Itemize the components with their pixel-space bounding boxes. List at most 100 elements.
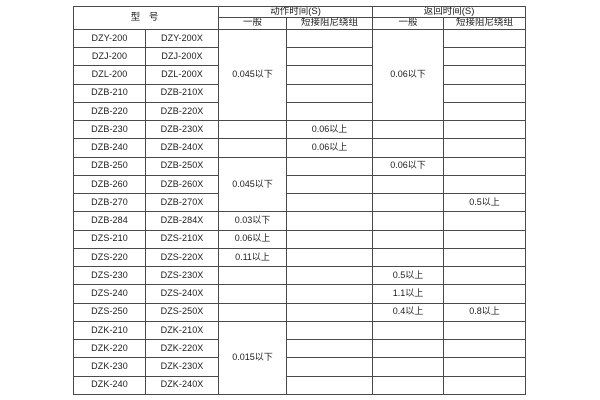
cell-model-variant: DZJ-200X <box>144 47 220 67</box>
cell-return-general <box>372 211 445 231</box>
table-body: DZY-200 DZY-200X 0.045以下 0.06以下 DZJ-200 DZJ-2… <box>73 28 527 396</box>
cell-action-damping <box>286 320 374 341</box>
cell-model: DZS-230 <box>73 266 146 286</box>
cell-return-general <box>372 320 445 341</box>
cell-return-damping <box>443 174 527 195</box>
cell-model: DZS-220 <box>73 247 146 268</box>
cell-action-damping <box>286 375 374 396</box>
table-row: DZY-200 DZY-200X 0.045以下 0.06以下 <box>73 28 527 122</box>
cell-return-damping <box>443 211 527 231</box>
cell-action-general: 0.015以下 <box>218 320 288 396</box>
cell-return-general <box>372 138 445 158</box>
cell-return-general <box>372 174 445 195</box>
cell-return-general <box>372 247 445 268</box>
cell-action-damping <box>286 284 374 304</box>
column-header-return-damping: 短接阻尼绕组 <box>443 17 527 30</box>
cell-return-damping <box>443 229 527 249</box>
header-row-groups: 型 号 动作时间(S) 返回时间(S) <box>72 5 527 30</box>
cell-action-damping <box>286 339 374 359</box>
cell-model-variant: DZK-240X <box>144 375 220 396</box>
cell-model-variant: DZB-284X <box>144 211 220 231</box>
table-row: DZB-270 DZB-270X 0.5以上 <box>73 193 527 213</box>
cell-model-variant: DZB-220X <box>144 101 220 122</box>
cell-model-variant: DZK-220X <box>144 339 220 359</box>
cell-model: DZB-260 <box>73 174 146 195</box>
cell-action-damping <box>286 174 374 195</box>
relay-timing-table: 型 号 动作时间(S) 返回时间(S) 一般 短接阻尼绕组 一般 短接阻尼绕组 … <box>72 5 527 396</box>
table-row: DZL-200 DZL-200X <box>73 65 527 85</box>
cell-model-variant: DZS-210X <box>144 229 220 249</box>
cell-return-general <box>372 339 445 359</box>
table-row: DZS-220 DZS-220X 0.11以上 <box>73 247 527 268</box>
table-row: DZB-284 DZB-284X 0.03以下 <box>73 211 527 231</box>
cell-return-damping <box>443 339 527 359</box>
cell-action-general: 0.11以上 <box>218 247 288 268</box>
cell-action-general: 0.045以下 <box>218 28 288 122</box>
cell-model-variant: DZY-200X <box>144 28 220 49</box>
cell-action-damping <box>286 83 374 103</box>
column-group-header-return-time: 返回时间(S) <box>372 5 527 19</box>
cell-return-general <box>372 120 445 140</box>
cell-action-damping <box>286 47 374 67</box>
cell-return-damping <box>443 138 527 158</box>
cell-return-damping <box>443 247 527 268</box>
table-row: DZK-220 DZK-220X <box>73 339 527 359</box>
table-row: DZB-230 DZB-230X 0.06以上 <box>73 120 527 140</box>
cell-action-general <box>218 120 288 140</box>
cell-model-variant: DZS-240X <box>144 284 220 304</box>
cell-action-damping <box>286 28 374 49</box>
table-row: DZJ-200 DZJ-200X <box>73 47 527 67</box>
cell-model: DZB-210 <box>73 83 146 103</box>
cell-model-variant: DZB-260X <box>144 174 220 195</box>
cell-action-damping: 0.06以上 <box>286 120 374 140</box>
cell-return-general: 0.5以上 <box>372 266 445 286</box>
cell-return-general <box>372 229 445 249</box>
cell-model-variant: DZB-250X <box>144 156 220 176</box>
cell-model: DZK-230 <box>73 357 146 377</box>
table-row: DZS-210 DZS-210X 0.06以上 <box>73 229 527 249</box>
table-row: DZB-260 DZB-260X <box>73 174 527 195</box>
table-row: DZS-230 DZS-230X 0.5以上 <box>73 266 527 286</box>
cell-model: DZB-284 <box>73 211 146 231</box>
cell-return-general: 0.06以下 <box>372 156 445 176</box>
cell-action-general: 0.03以下 <box>218 211 288 231</box>
cell-return-damping <box>443 320 527 341</box>
cell-action-damping <box>286 229 374 249</box>
cell-return-general: 1.1以上 <box>372 284 445 304</box>
cell-model: DZB-220 <box>73 101 146 122</box>
cell-model: DZS-250 <box>73 302 146 322</box>
cell-model-variant: DZK-230X <box>144 357 220 377</box>
cell-model: DZK-220 <box>73 339 146 359</box>
cell-action-general <box>218 284 288 304</box>
cell-return-damping <box>443 28 527 49</box>
cell-model-variant: DZK-210X <box>144 320 220 341</box>
cell-return-damping: 0.5以上 <box>443 193 527 213</box>
cell-return-general: 0.4以上 <box>372 302 445 322</box>
cell-action-damping <box>286 211 374 231</box>
table-row: DZB-220 DZB-220X <box>73 101 527 122</box>
cell-model: DZB-270 <box>73 193 146 213</box>
table-row: DZS-250 DZS-250X 0.4以上 0.8以上 <box>73 302 527 322</box>
table-row: DZK-240 DZK-240X <box>73 375 527 396</box>
column-header-return-general: 一般 <box>372 17 445 30</box>
cell-model: DZB-230 <box>73 120 146 140</box>
cell-model-variant: DZS-220X <box>144 247 220 268</box>
cell-model-variant: DZS-250X <box>144 302 220 322</box>
cell-model: DZB-240 <box>73 138 146 158</box>
cell-action-damping <box>286 247 374 268</box>
cell-action-damping <box>286 357 374 377</box>
column-header-action-damping: 短接阻尼绕组 <box>286 17 374 30</box>
cell-return-damping <box>443 65 527 85</box>
cell-return-damping: 0.8以上 <box>443 302 527 322</box>
table-row: DZK-230 DZK-230X <box>73 357 527 377</box>
cell-action-general: 0.045以下 <box>218 156 288 213</box>
cell-return-damping <box>443 156 527 176</box>
cell-model: DZJ-200 <box>73 47 146 67</box>
table-row: DZK-210 DZK-210X 0.015以下 <box>73 320 527 396</box>
cell-model-variant: DZB-270X <box>144 193 220 213</box>
table-row: DZB-250 DZB-250X 0.045以下 0.06以下 <box>73 156 527 213</box>
cell-return-damping <box>443 284 527 304</box>
cell-return-general <box>372 357 445 377</box>
cell-return-damping <box>443 357 527 377</box>
